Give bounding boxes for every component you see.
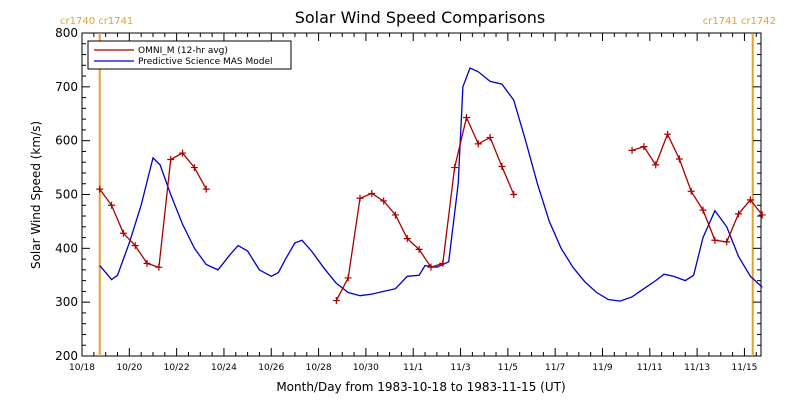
omni-data-point	[368, 189, 376, 197]
omni-data-point	[167, 156, 175, 164]
x-tick-label: 10/18	[69, 363, 95, 373]
x-tick-label: 10/22	[164, 363, 190, 373]
omni-data-point	[652, 161, 660, 169]
x-tick-label: 11/13	[684, 363, 710, 373]
y-tick-label: 200	[55, 349, 78, 363]
x-tick-label: 10/30	[353, 363, 379, 373]
carrington-lines	[98, 33, 754, 356]
cr-marker-left-label: cr1740 cr1741	[60, 16, 133, 27]
omni-data-point	[344, 274, 352, 282]
mas-model-line	[99, 67, 763, 302]
y-tick-label: 600	[55, 134, 78, 148]
omni-data-point	[758, 211, 766, 219]
omni-line-segment-2	[631, 132, 763, 243]
omni-data-point	[415, 245, 423, 253]
omni-data-point	[498, 163, 506, 171]
omni-data-point	[699, 206, 707, 214]
omni-data-point	[155, 263, 163, 271]
omni-data-point	[640, 143, 648, 151]
x-tick-label: 11/15	[731, 363, 757, 373]
x-tick-label: 11/11	[637, 363, 663, 373]
y-tick-label: 800	[55, 26, 78, 40]
chart-title: Solar Wind Speed Comparisons	[295, 8, 546, 27]
plot-frame	[81, 32, 762, 357]
x-tick-label: 11/9	[592, 363, 612, 373]
omni-data-point	[735, 210, 743, 218]
data-series	[96, 67, 766, 305]
omni-data-point	[427, 263, 435, 271]
omni-data-point	[510, 191, 518, 198]
legend: OMNI_M (12-hr avg) Predictive Science MA…	[87, 40, 292, 70]
omni-data-point	[723, 238, 731, 246]
x-tick-label: 10/28	[306, 363, 332, 373]
omni-data-point	[380, 197, 388, 205]
omni-data-point	[108, 201, 116, 209]
x-tick-label: 10/26	[258, 363, 284, 373]
omni-data-point	[746, 196, 754, 204]
y-tick-label: 700	[55, 80, 78, 94]
axis-ticks: 200 300 400 500 600 700 800 10/18 10/20 10/22 10/2…	[55, 26, 761, 373]
omni-data-point	[664, 130, 672, 138]
cr-marker-right-label: cr1741 cr1742	[703, 16, 776, 27]
omni-data-point	[179, 149, 187, 157]
x-tick-label: 11/5	[498, 363, 518, 373]
x-tick-label: 11/3	[450, 363, 470, 373]
omni-data-point	[439, 259, 447, 267]
omni-data-point	[711, 236, 719, 244]
omni-data-point	[474, 140, 482, 148]
x-tick-label: 10/20	[116, 363, 142, 373]
omni-data-point	[451, 164, 459, 172]
omni-data-point	[391, 211, 399, 219]
omni-data-point	[675, 155, 683, 163]
y-axis-label: Solar Wind Speed (km/s)	[29, 121, 43, 269]
omni-line-segment-1	[335, 115, 515, 301]
y-tick-label: 300	[55, 295, 78, 309]
omni-line-segment-0	[99, 152, 207, 269]
omni-data-point	[190, 164, 198, 172]
omni-data-point	[403, 235, 411, 243]
omni-data-point	[462, 114, 470, 122]
omni-data-point	[356, 194, 364, 202]
omni-data-point	[687, 187, 695, 195]
legend-label-omni: OMNI_M (12-hr avg)	[138, 46, 228, 56]
x-axis-label: Month/Day from 1983-10-18 to 1983-11-15 …	[276, 380, 565, 394]
omni-data-point	[332, 297, 340, 305]
y-tick-label: 500	[55, 188, 78, 202]
x-tick-label: 11/7	[545, 363, 565, 373]
x-tick-label: 11/1	[403, 363, 423, 373]
legend-label-mas: Predictive Science MAS Model	[138, 57, 273, 67]
omni-data-point	[131, 242, 139, 250]
legend-box	[87, 40, 292, 70]
omni-data-point	[486, 133, 494, 141]
x-tick-label: 10/24	[211, 363, 237, 373]
omni-data-point	[96, 185, 104, 193]
omni-data-point	[202, 185, 210, 193]
y-tick-label: 400	[55, 241, 78, 255]
omni-data-point	[628, 146, 636, 154]
omni-data-point	[119, 229, 127, 237]
omni-data-point	[143, 259, 151, 267]
